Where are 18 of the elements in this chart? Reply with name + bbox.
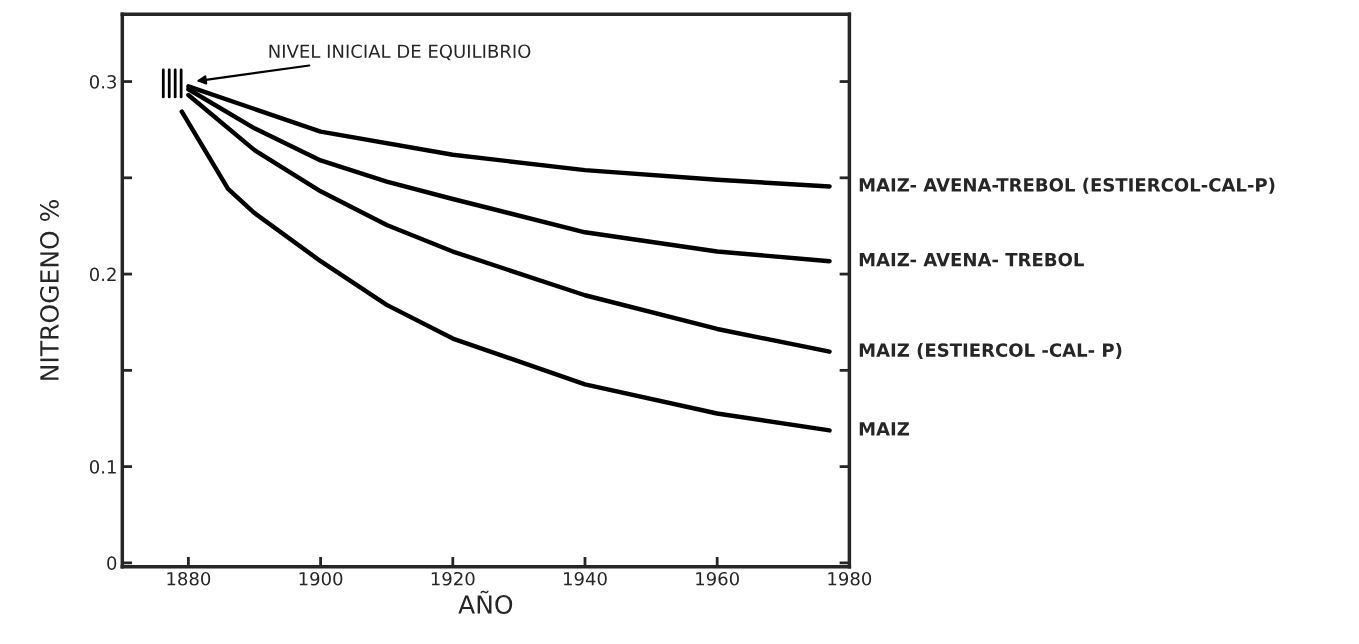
series-label: MAIZ (859, 422, 910, 436)
y-tick-label: 0.2 (89, 267, 116, 282)
x-tick-label: 1980 (828, 571, 872, 586)
series-label: MAIZ (ESTIERCOL -CAL- P) (859, 342, 1122, 360)
series-label: MAIZ- AVENA-TREBOL (ESTIERCOL-CAL-P) (859, 177, 1275, 194)
y-tick-label: 0.1 (89, 460, 116, 474)
x-axis-title: AÑO (458, 590, 513, 614)
x-tick-label: 1940 (564, 571, 607, 586)
y-tick-label: 0 (107, 556, 117, 570)
y-tick-label: 0.3 (89, 75, 116, 89)
x-tick-label: 1880 (167, 571, 211, 586)
x-tick-label: 1960 (696, 571, 739, 586)
line-series (179, 109, 832, 433)
y-axis-title: NITROGENO % (39, 200, 59, 380)
x-tick-label: 1920 (431, 571, 475, 586)
series-label: MAIZ- AVENA- TREBOL (859, 252, 1084, 267)
annotation: NIVEL INICIAL DE EQUILIBRIO (269, 44, 531, 61)
x-tick-label: 1900 (299, 571, 343, 586)
